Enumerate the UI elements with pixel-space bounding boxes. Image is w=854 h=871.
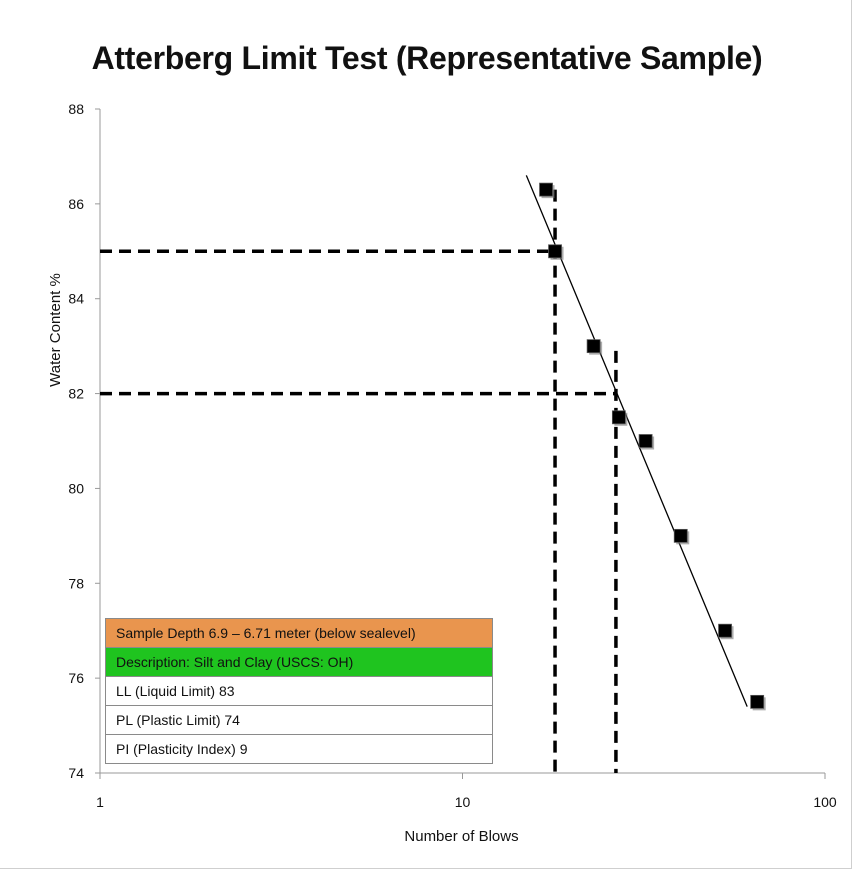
data-point [638,434,653,448]
x-tick-label: 10 [455,794,471,810]
info-row-plastic-limit: PL (Plastic Limit) 74 [105,705,493,735]
x-tick-label: 100 [813,794,837,810]
data-point [673,528,688,543]
data-point [611,410,626,425]
info-row-description: Description: Silt and Clay (USCS: OH) [105,647,493,677]
info-cell: LL (Liquid Limit) 83 [105,676,493,706]
info-cell: Sample Depth 6.9 – 6.71 meter (below sea… [105,618,493,648]
chart-title: Atterberg Limit Test (Representative Sam… [91,40,763,76]
y-tick-label: 78 [68,575,84,591]
data-point [718,623,732,638]
data-point [539,182,553,197]
data-point [586,339,601,354]
y-tick-label: 86 [68,196,84,212]
data-point [750,694,765,709]
info-cell: Description: Silt and Clay (USCS: OH) [105,647,493,677]
info-row-sample-depth: Sample Depth 6.9 – 6.71 meter (below sea… [105,618,493,648]
y-axis-title: Water Content % [47,273,64,387]
y-tick-label: 84 [68,291,84,307]
info-box: Sample Depth 6.9 – 6.71 meter (below sea… [105,618,493,764]
info-cell: PI (Plasticity Index) 9 [105,734,493,764]
y-tick-label: 82 [68,386,84,402]
info-cell: PL (Plastic Limit) 74 [105,705,493,735]
x-axis-title: Number of Blows [404,828,518,845]
trendline [525,175,748,707]
x-tick-label: 1 [96,794,104,810]
y-tick-label: 80 [68,480,84,496]
data-point [548,244,562,259]
info-row-plasticity-index: PI (Plasticity Index) 9 [105,734,493,764]
y-tick-label: 76 [68,670,84,686]
y-tick-label: 88 [68,101,84,117]
y-tick-label: 74 [68,765,84,781]
info-row-liquid-limit: LL (Liquid Limit) 83 [105,676,493,706]
